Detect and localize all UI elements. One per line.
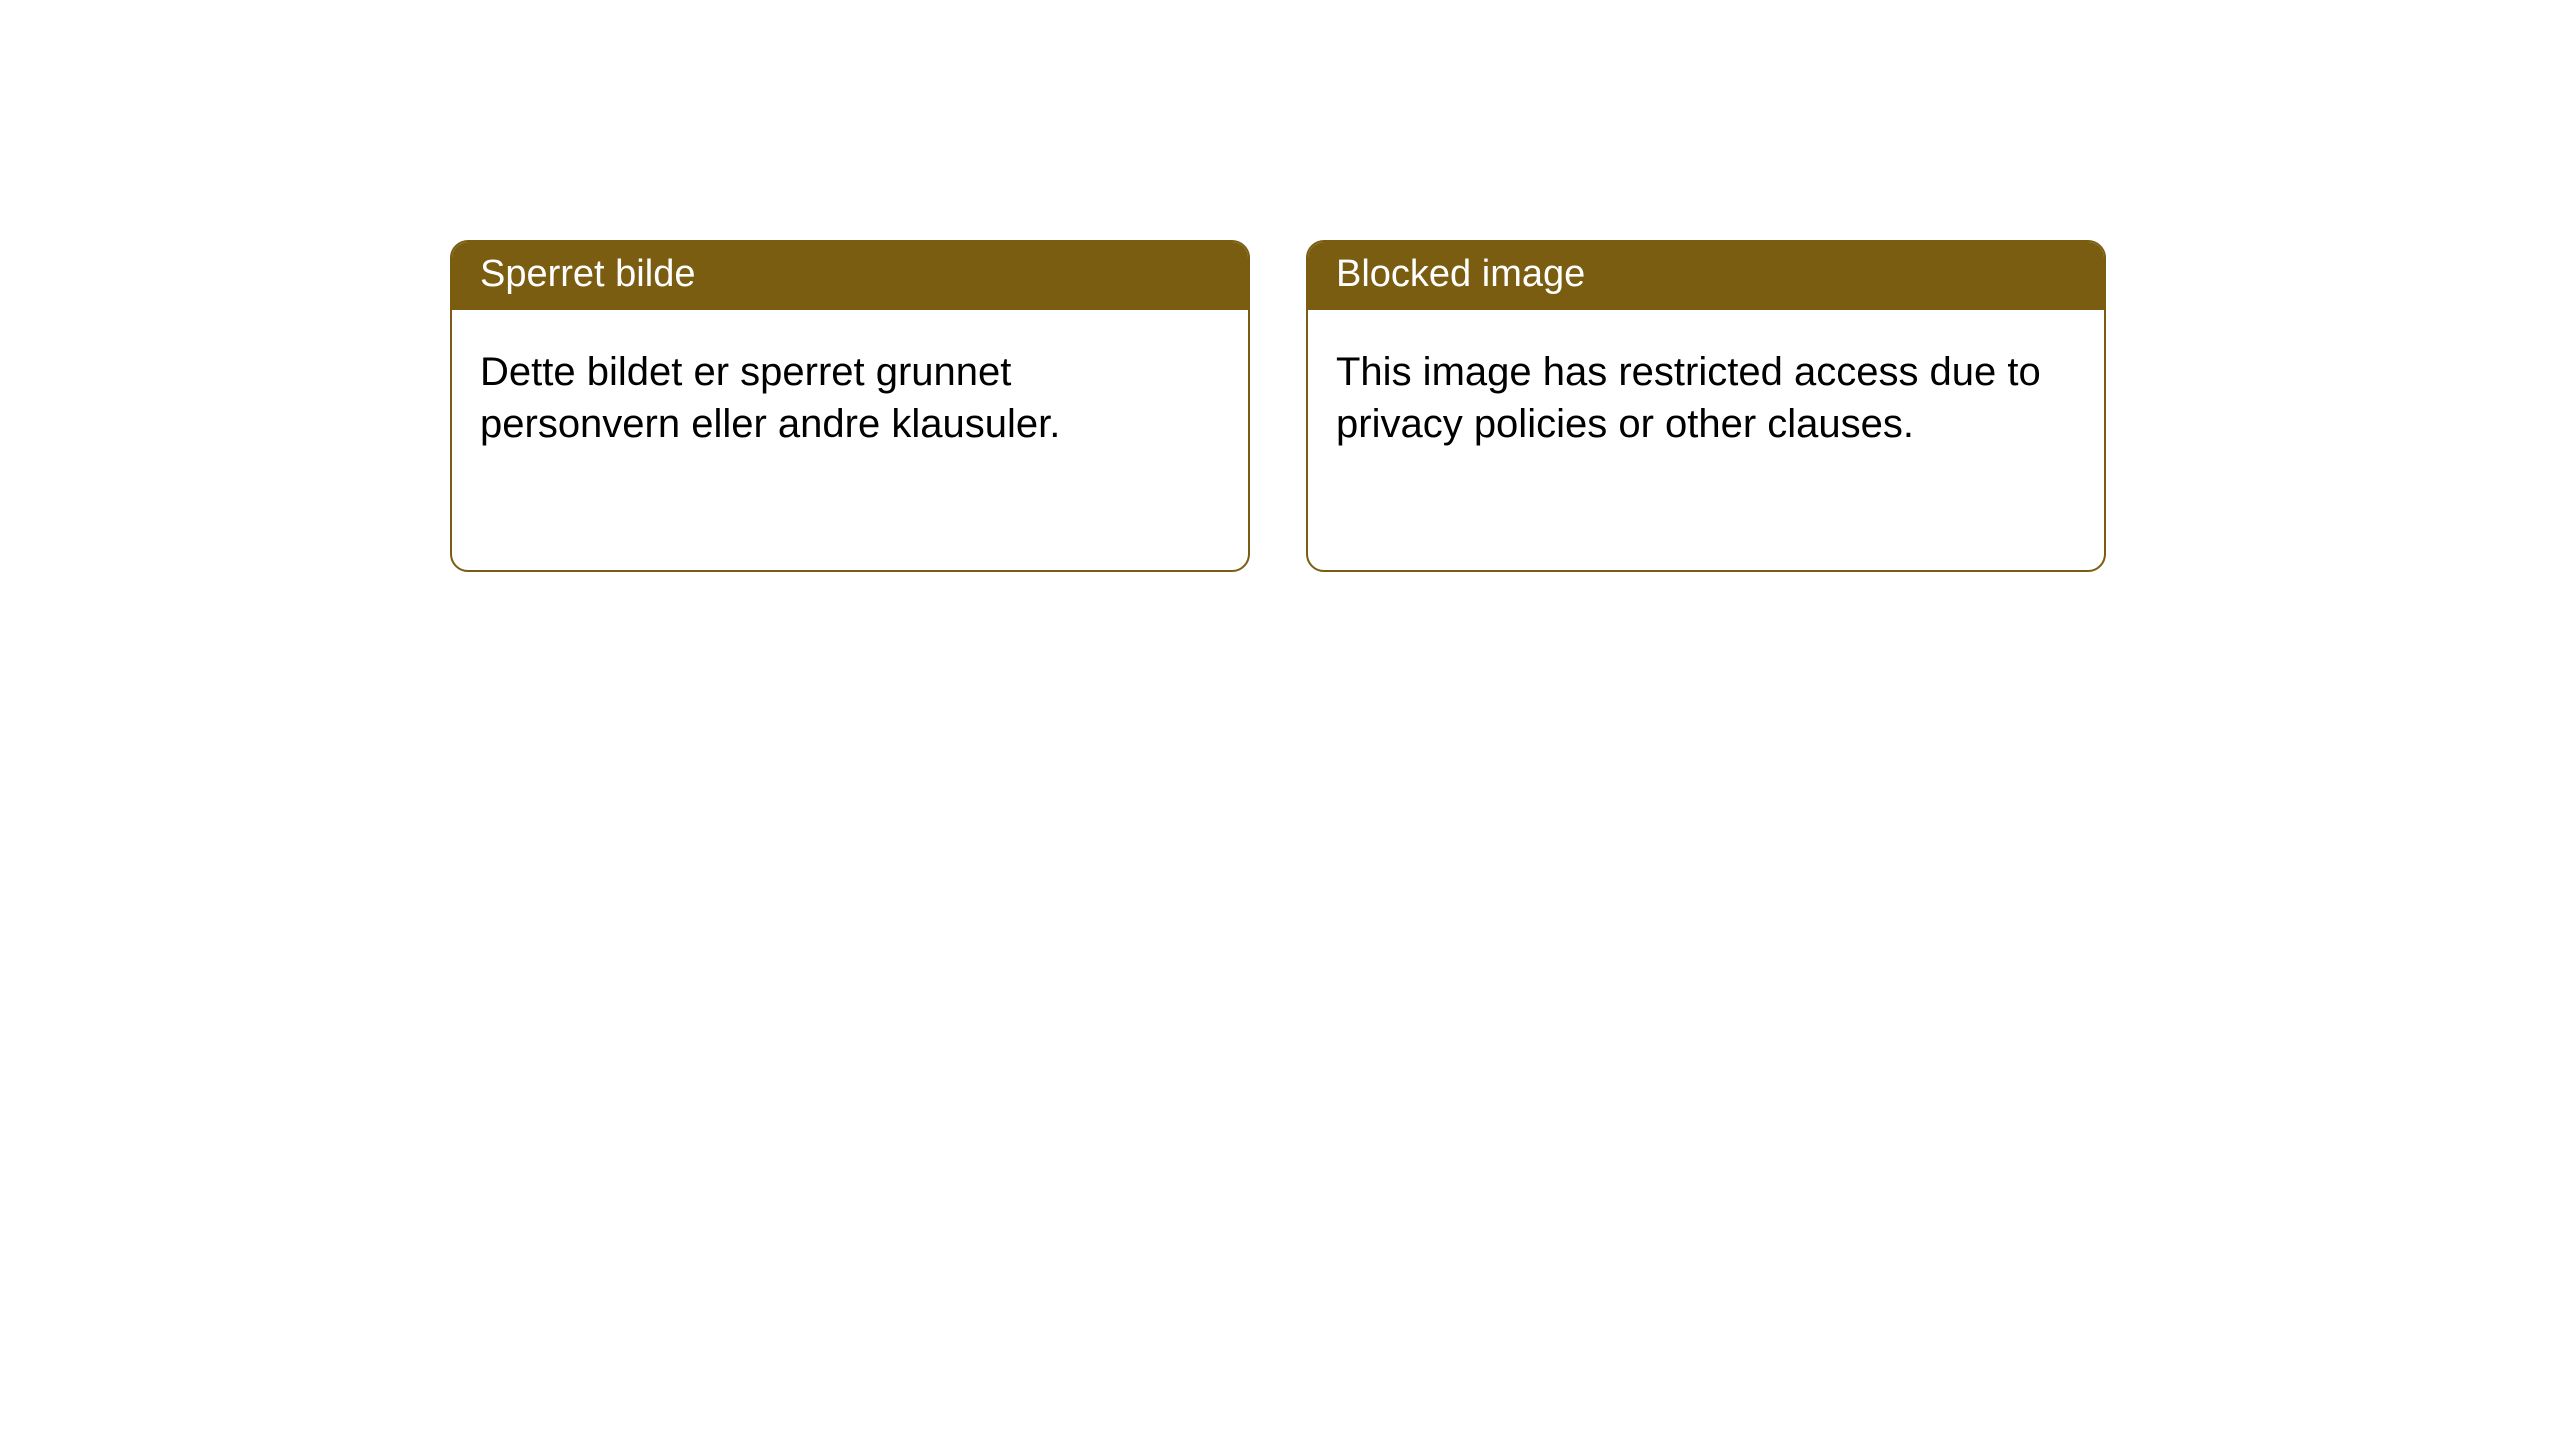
notice-container: Sperret bilde Dette bildet er sperret gr… <box>0 0 2560 572</box>
notice-body: This image has restricted access due to … <box>1308 310 2104 486</box>
notice-message: Dette bildet er sperret grunnet personve… <box>480 350 1060 446</box>
notice-message: This image has restricted access due to … <box>1336 350 2041 446</box>
notice-header: Blocked image <box>1308 242 2104 310</box>
notice-header: Sperret bilde <box>452 242 1248 310</box>
notice-title: Sperret bilde <box>480 253 695 295</box>
notice-card-english: Blocked image This image has restricted … <box>1306 240 2106 572</box>
notice-body: Dette bildet er sperret grunnet personve… <box>452 310 1248 486</box>
notice-title: Blocked image <box>1336 253 1585 295</box>
notice-card-norwegian: Sperret bilde Dette bildet er sperret gr… <box>450 240 1250 572</box>
